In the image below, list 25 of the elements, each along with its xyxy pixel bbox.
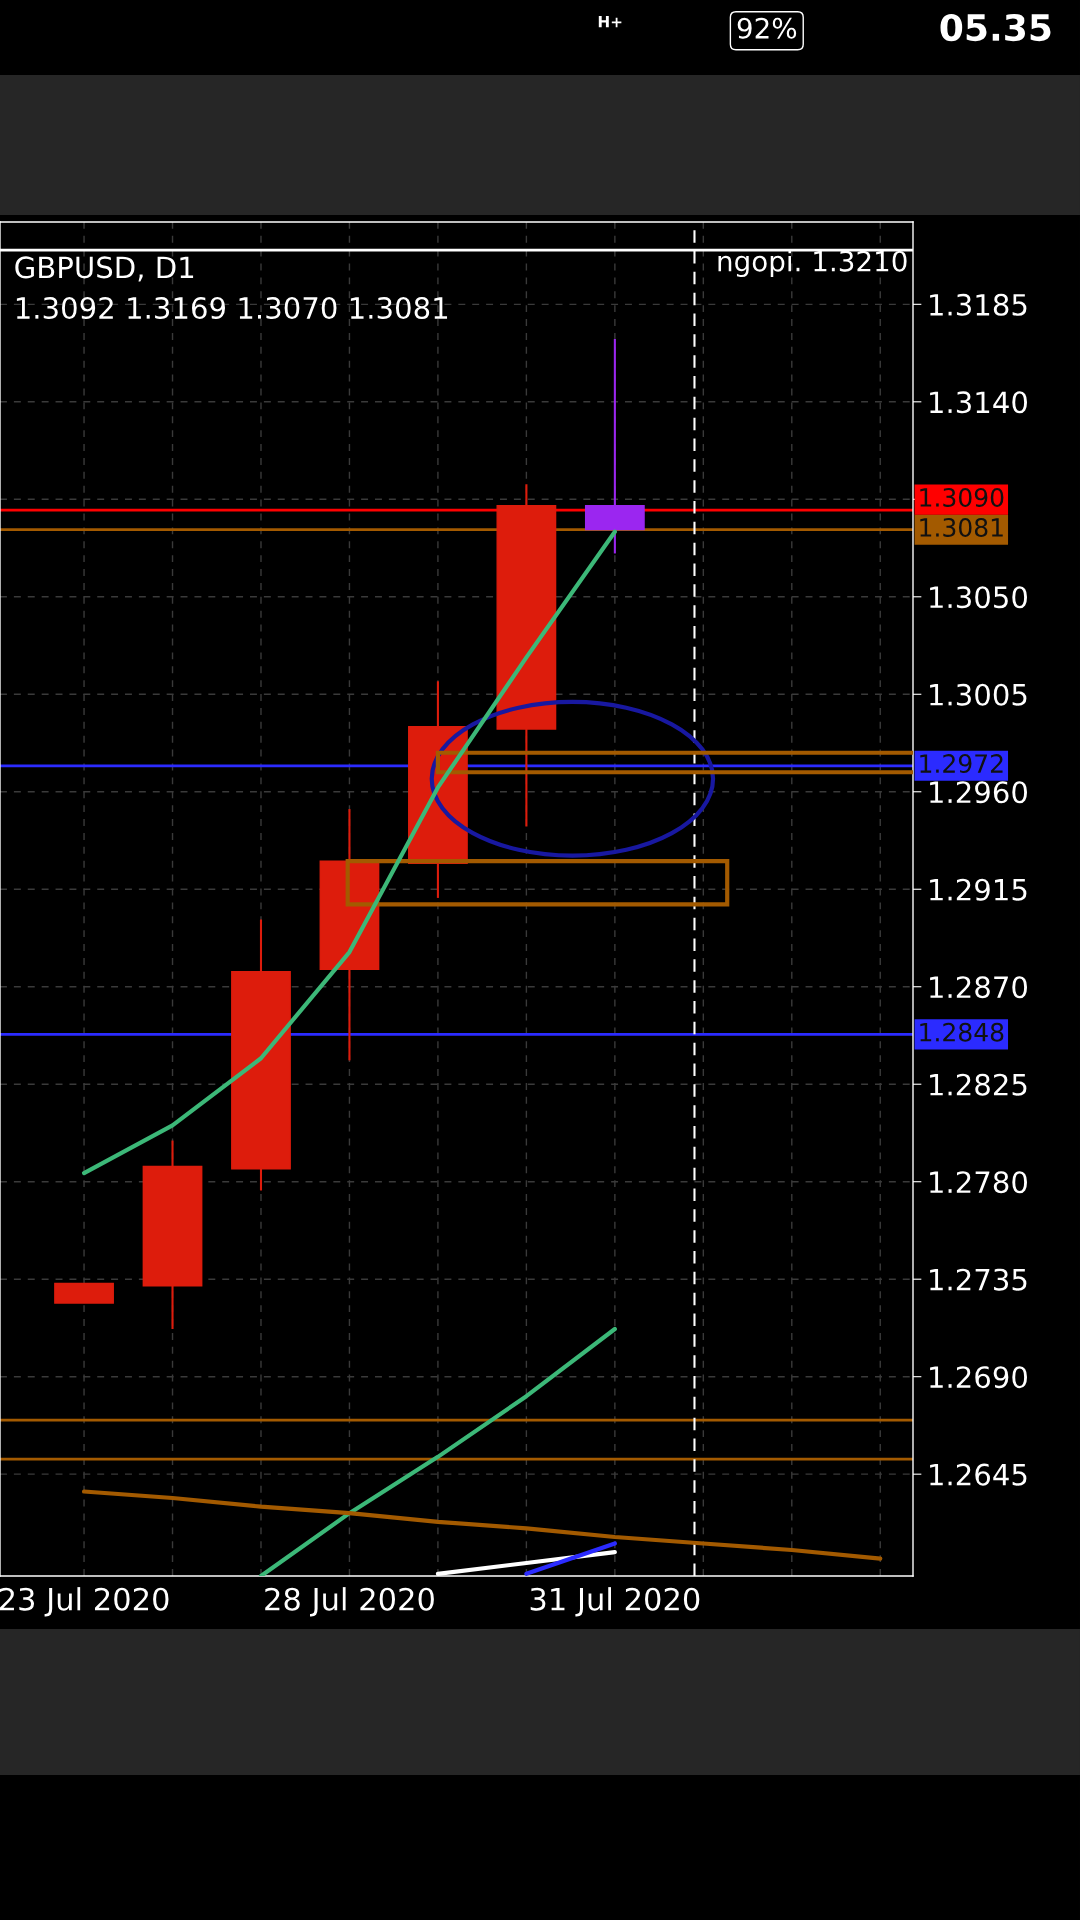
ref-line-label: 1.3081 [920,517,1003,537]
y-tick-label: 1.3050 [930,586,1028,609]
ref-line-label: ngopi. 1.3210 [718,250,907,278]
ref-line-label: 1.3090 [920,487,1004,507]
ref-line-label: 1.2848 [920,1022,1004,1042]
x-tick-label: 31 Jul 2020 [530,1587,700,1617]
text: 05.35 [940,13,1051,42]
y-tick-label: 1.3005 [930,683,1027,706]
x-tick-label: 23 Jul 2020 [0,1587,169,1617]
text: 1.3092 1.3169 1.3070 1.3081 [16,296,448,320]
ref-line-label: 1.2972 [920,754,1003,774]
y-tick-label: 1.3185 [930,293,1027,316]
y-tick-label: 1.2690 [930,1366,1028,1389]
y-tick-label: 1.2960 [930,781,1028,804]
y-tick-label: 1.2915 [930,878,1027,901]
text: 92% [737,17,797,39]
x-tick-label: 28 Jul 2020 [265,1587,434,1617]
text: GBPUSD, D1 [15,256,194,282]
y-tick-label: 1.2870 [930,976,1028,999]
y-tick-label: 1.2825 [930,1073,1027,1096]
y-tick-label: 1.2780 [930,1171,1028,1194]
y-tick-label: 1.3140 [930,391,1028,414]
y-tick-label: 1.2735 [930,1268,1027,1291]
text: H+ [598,16,622,28]
y-tick-label: 1.2645 [930,1463,1027,1486]
